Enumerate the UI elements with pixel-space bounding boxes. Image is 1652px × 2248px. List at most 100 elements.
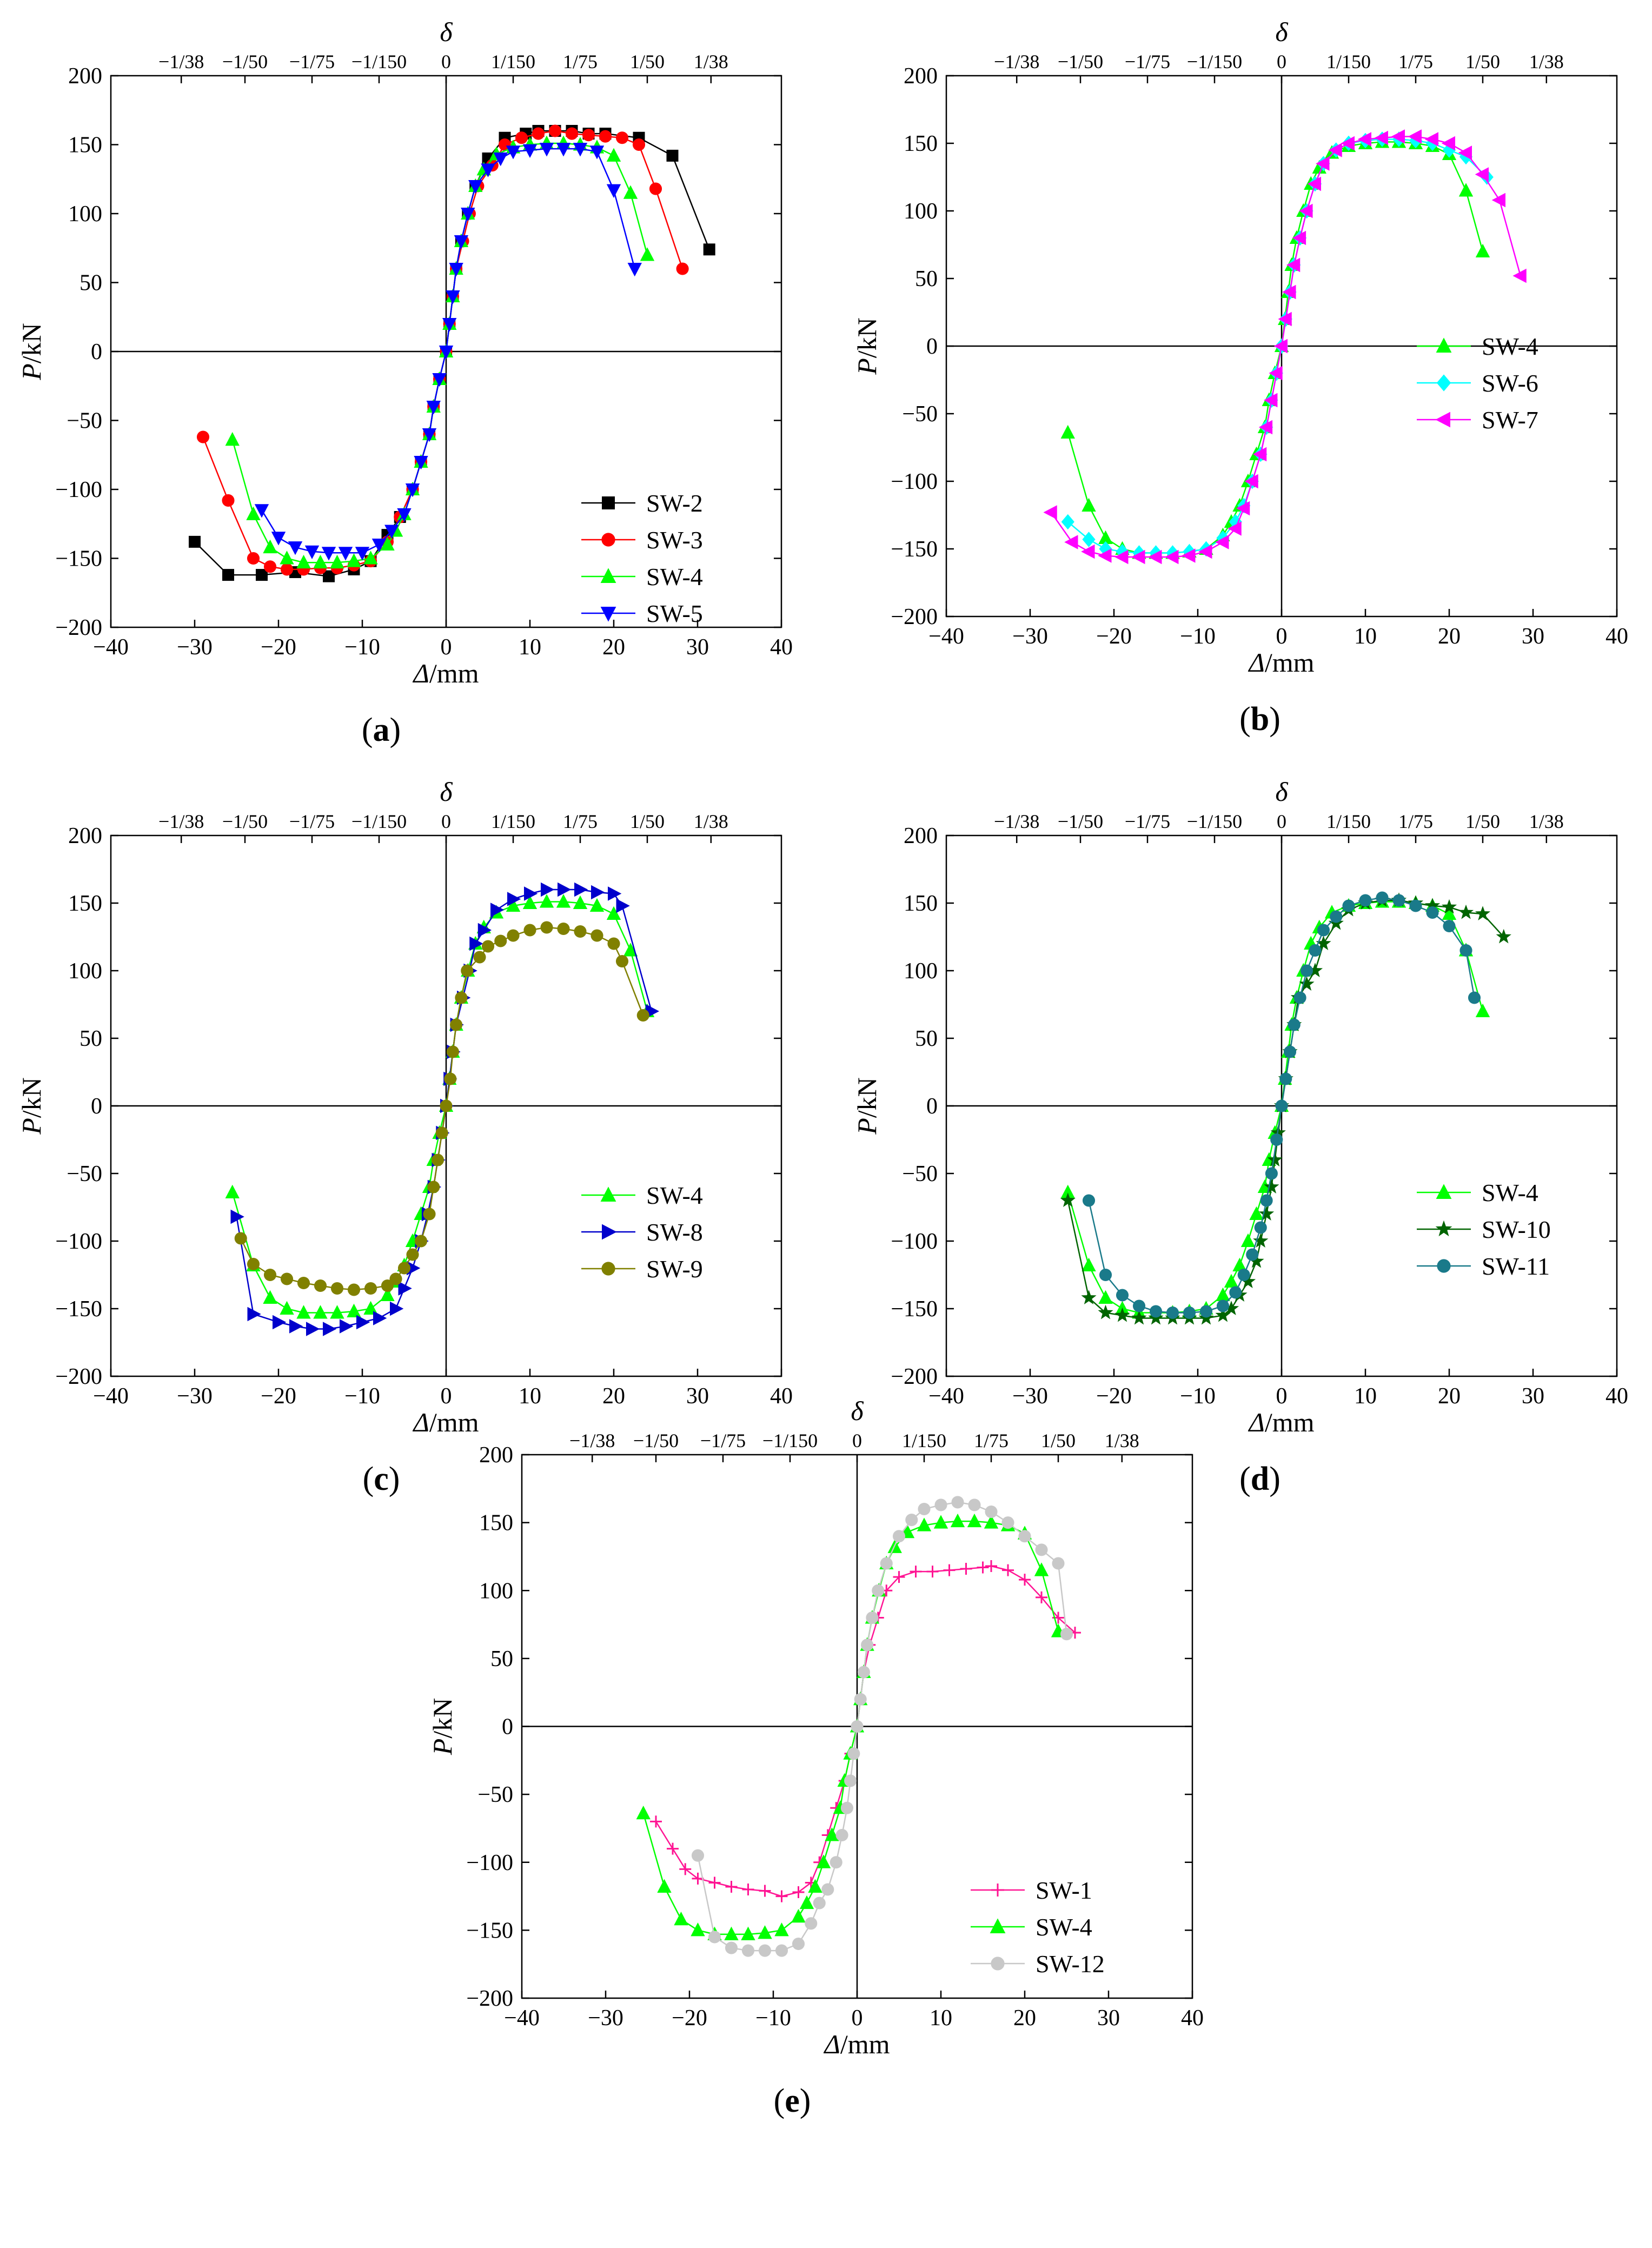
legend-label: SW-5: [646, 600, 703, 627]
data-point: [591, 929, 603, 942]
y-tick-label: −150: [466, 1918, 513, 1943]
top-tick-label: 1/150: [902, 1430, 946, 1451]
top-tick-label: −1/50: [1058, 811, 1103, 832]
data-point: [1252, 447, 1267, 462]
data-point: [657, 1879, 672, 1893]
y-tick-label: 150: [479, 1511, 513, 1536]
top-tick-label: 1/75: [563, 811, 598, 832]
data-point: [1278, 311, 1292, 327]
data-point: [296, 1305, 311, 1319]
data-point: [893, 1571, 905, 1583]
data-point: [397, 508, 412, 522]
chart-panel-c: −40 −30 −20 −10 0 10 20 30 40−200−150−100−500501…: [16, 777, 793, 1497]
data-point: [507, 929, 520, 942]
panel-caption-letter: d: [1251, 1461, 1269, 1497]
data-point: [905, 1514, 918, 1527]
data-point: [469, 936, 483, 951]
data-point: [741, 1944, 755, 1957]
series-line: [1088, 897, 1475, 1314]
data-point: [1098, 1304, 1113, 1319]
data-point: [1183, 1306, 1196, 1319]
data-point: [440, 1099, 453, 1112]
data-point: [977, 1561, 989, 1574]
data-point: [636, 1009, 649, 1022]
data-point: [926, 1566, 939, 1578]
x-tick-label: −30: [1012, 624, 1048, 649]
data-point: [1223, 1301, 1239, 1315]
top-tick-label: 1/38: [694, 51, 728, 72]
y-tick-label: −200: [466, 1986, 513, 2011]
data-point: [280, 1301, 294, 1315]
data-point: [1060, 425, 1075, 439]
data-point: [960, 1563, 972, 1575]
top-tick-label: 1/150: [491, 811, 535, 832]
x-tick-label: 0: [441, 1384, 452, 1409]
data-point: [397, 1262, 411, 1275]
top-tick-label: −1/50: [222, 51, 268, 72]
data-point: [792, 1886, 805, 1899]
data-point: [280, 563, 294, 576]
chart-panel-a: −40 −30 −20 −10 0 10 20 30 40−200−150−100−500501…: [16, 17, 793, 748]
y-tick-label: 0: [91, 1094, 102, 1119]
data-point: [313, 1305, 328, 1319]
top-tick-label: 1/150: [1326, 811, 1371, 832]
legend-marker: [991, 1884, 1004, 1896]
data-point: [1131, 1310, 1147, 1325]
y-tick-label: −50: [67, 1162, 102, 1186]
data-point: [247, 1307, 261, 1322]
legend: SW-4 SW-8 SW-9: [581, 1182, 703, 1283]
data-point: [1283, 1045, 1297, 1058]
data-point: [1165, 549, 1179, 565]
data-point: [607, 937, 620, 950]
top-axis-label: δ: [440, 17, 453, 47]
y-axis-label-unit: /kN: [852, 1077, 882, 1118]
legend-label: SW-4: [1482, 1179, 1538, 1206]
y-axis-label: P/kN: [16, 1077, 47, 1135]
panel-caption: (c): [363, 1461, 400, 1497]
x-axis-label-unit: /mm: [429, 658, 479, 688]
data-point: [1240, 1233, 1256, 1247]
data-point: [407, 1261, 421, 1276]
top-tick-label: 1/38: [694, 811, 728, 832]
data-point: [539, 143, 554, 157]
data-point: [1043, 505, 1057, 520]
panel-caption: (d): [1239, 1461, 1281, 1497]
data-point: [1237, 1268, 1250, 1282]
data-point: [574, 882, 588, 897]
y-tick-label: 50: [79, 271, 102, 296]
legend-label: SW-12: [1036, 1950, 1105, 1978]
data-point: [1098, 1290, 1113, 1304]
data-point: [1279, 1072, 1292, 1085]
x-tick-label: −40: [93, 1384, 129, 1409]
legend-marker: [600, 607, 616, 622]
x-tick-label: −10: [344, 635, 380, 660]
data-point: [1182, 548, 1196, 563]
legend-marker: [1436, 337, 1452, 353]
data-point: [825, 1827, 839, 1841]
data-point: [494, 934, 507, 947]
top-tick-label: −1/50: [633, 1430, 679, 1451]
x-tick-label: 40: [1605, 624, 1628, 649]
data-point: [691, 1922, 705, 1937]
data-point: [557, 922, 570, 936]
data-point: [573, 895, 588, 909]
data-point: [840, 1801, 853, 1814]
top-tick-label: 0: [441, 51, 451, 72]
y-tick-label: 200: [904, 824, 938, 848]
top-tick-label: −1/75: [1125, 811, 1170, 832]
data-point: [589, 898, 605, 912]
top-tick-label: 1/75: [563, 51, 598, 72]
x-tick-label: 20: [1438, 624, 1461, 649]
data-point: [1392, 894, 1405, 907]
data-point: [1299, 203, 1313, 218]
x-tick-label: 0: [1276, 1384, 1288, 1409]
legend-marker: [600, 1186, 616, 1202]
panel-caption-close: ): [1269, 1461, 1281, 1497]
panel-caption-open: (: [1239, 701, 1251, 738]
top-tick-label: 0: [1277, 811, 1286, 832]
data-point: [691, 1849, 705, 1862]
data-point: [1260, 1194, 1273, 1207]
data-point: [330, 1305, 344, 1319]
data-point: [1216, 530, 1230, 546]
data-point: [984, 1515, 999, 1529]
